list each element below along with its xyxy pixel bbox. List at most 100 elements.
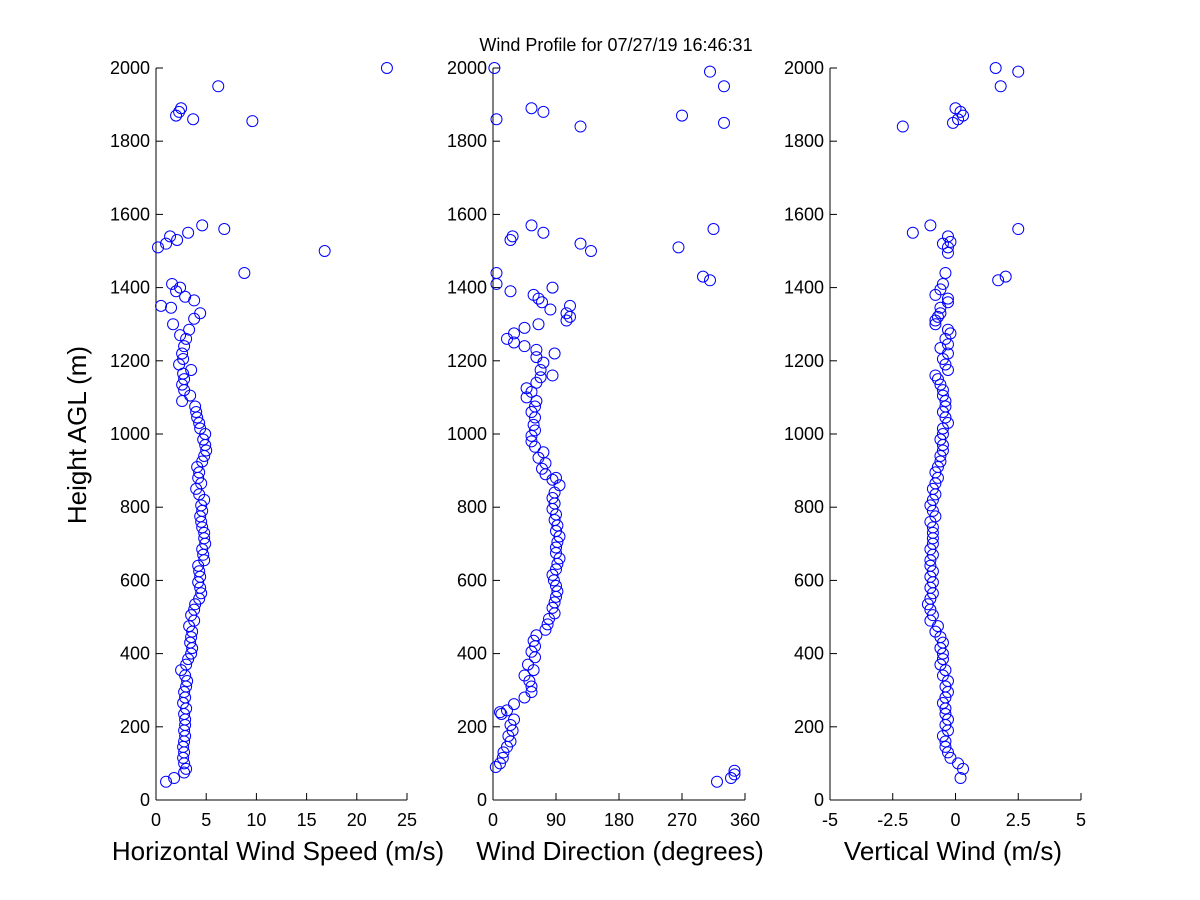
y-tick-label: 1200 — [110, 351, 150, 371]
data-point — [725, 772, 737, 785]
data-point — [929, 318, 942, 331]
y-tick-label: 200 — [120, 717, 150, 737]
x-tick-label: 20 — [347, 810, 367, 830]
data-point — [704, 274, 716, 287]
horizontal-wind-speed-panel: Horizontal Wind Speed (m/s) 020040060080… — [110, 58, 444, 866]
data-point — [936, 653, 949, 666]
data-point — [550, 579, 562, 592]
data-point — [550, 541, 562, 554]
data-point — [926, 565, 939, 578]
y-tick-label: 600 — [794, 570, 824, 590]
data-point — [944, 327, 957, 340]
data-point — [574, 237, 587, 250]
y-tick-label: 1600 — [447, 204, 487, 224]
y-tick-label: 1600 — [784, 204, 824, 224]
data-point — [941, 417, 954, 430]
data-point — [934, 283, 947, 296]
data-point — [164, 230, 177, 243]
data-point — [934, 455, 947, 468]
y-tick-label: 2000 — [447, 58, 487, 78]
data-point — [496, 751, 509, 764]
y-tick-label: 0 — [814, 790, 824, 810]
data-point — [318, 245, 331, 257]
y-tick-label: 800 — [794, 497, 824, 517]
data-point — [488, 62, 501, 74]
data-point — [718, 80, 730, 93]
data-point — [936, 389, 949, 402]
y-tick-label: 1400 — [110, 278, 150, 298]
data-point — [711, 775, 723, 788]
data-point — [165, 301, 178, 314]
data-point — [508, 327, 520, 340]
data-point — [707, 223, 720, 236]
horizontal-wind-speed-xlabel: Horizontal Wind Speed (m/s) — [112, 836, 444, 866]
data-point — [508, 713, 520, 726]
data-point — [934, 307, 947, 320]
data-point — [936, 406, 949, 419]
data-point — [931, 373, 944, 386]
data-point — [166, 277, 179, 290]
data-point — [929, 369, 942, 382]
data-point — [175, 102, 188, 115]
data-point — [550, 471, 562, 484]
data-point — [174, 329, 187, 342]
data-point — [941, 363, 954, 376]
data-point — [537, 105, 550, 118]
data-point — [906, 226, 919, 239]
data-point — [530, 343, 543, 356]
data-point — [1012, 65, 1025, 78]
data-point — [926, 482, 939, 495]
data-point — [506, 230, 519, 243]
x-tick-label: 15 — [297, 810, 317, 830]
y-tick-label: 1000 — [784, 424, 824, 444]
data-point — [546, 369, 559, 382]
data-point — [194, 307, 207, 320]
data-point — [936, 384, 949, 397]
data-point — [939, 680, 952, 693]
data-point — [939, 400, 952, 413]
y-tick-label: 400 — [120, 644, 150, 664]
data-point — [924, 543, 937, 556]
data-point — [534, 371, 547, 384]
data-point — [550, 563, 562, 576]
wind-direction-panel: Wind Direction (degrees) 0 200 400 600 800 10… — [447, 58, 764, 866]
data-point — [155, 299, 168, 312]
data-point — [196, 455, 209, 468]
data-point — [152, 241, 165, 254]
x-tick-label: 10 — [246, 810, 266, 830]
y-tick-label: 1800 — [784, 131, 824, 151]
data-point — [174, 281, 187, 294]
data-point — [212, 80, 225, 93]
data-point — [728, 768, 741, 781]
y-tick-label: 800 — [457, 497, 487, 517]
y-tick-label: 2000 — [110, 58, 150, 78]
data-point — [924, 559, 937, 572]
data-point — [494, 757, 506, 770]
data-point — [560, 314, 573, 327]
data-point — [527, 288, 540, 301]
data-point — [941, 246, 954, 259]
y-tick-label: 600 — [120, 570, 150, 590]
data-point — [532, 318, 545, 331]
data-point — [676, 109, 688, 122]
x-tick-label: -5 — [822, 810, 838, 830]
data-point — [160, 237, 173, 250]
data-point — [560, 307, 573, 320]
data-point — [534, 363, 547, 376]
data-point — [954, 772, 967, 785]
data-point — [957, 109, 970, 122]
data-point — [564, 299, 576, 312]
data-point — [944, 751, 957, 764]
data-point — [936, 669, 949, 682]
data-point — [504, 285, 517, 298]
data-point — [936, 636, 949, 649]
data-point — [185, 609, 198, 622]
data-point — [941, 296, 954, 309]
data-point — [525, 680, 538, 693]
data-point — [924, 499, 937, 512]
data-point — [494, 706, 506, 719]
data-point — [931, 310, 944, 323]
data-point — [193, 466, 206, 479]
data-point — [551, 585, 564, 598]
data-point — [530, 629, 543, 642]
